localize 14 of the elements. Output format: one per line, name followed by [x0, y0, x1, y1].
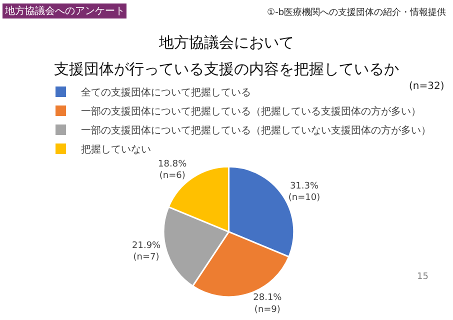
- text: (n=32): [409, 81, 444, 92]
- data-label: 28.1% (n=9): [253, 293, 282, 315]
- legend-label: 把握していない: [80, 144, 151, 156]
- data-label: 31.3% (n=10): [288, 181, 320, 204]
- chart-title: 地方協議会において: [158, 33, 294, 52]
- text: ①-b医療機関への支援団体の紹介・情報提供: [267, 7, 446, 18]
- text: 15: [417, 272, 428, 282]
- data-label: 21.9% (n=7): [132, 240, 162, 263]
- legend-label: 一部の支援団体について把握している（把握している支援団体の方が多い）: [80, 106, 421, 118]
- text: 地方協議会へのアンケート: [4, 5, 125, 17]
- data-label: 18.8% (n=6): [158, 159, 188, 182]
- legend-label: 一部の支援団体について把握している（把握していない支援団体の方が多い）: [80, 124, 431, 137]
- legend-label: 全ての支援団体について把握している: [80, 86, 251, 99]
- chart-subtitle: 支援団体が行っている支援の内容を把握しているか: [54, 60, 399, 78]
